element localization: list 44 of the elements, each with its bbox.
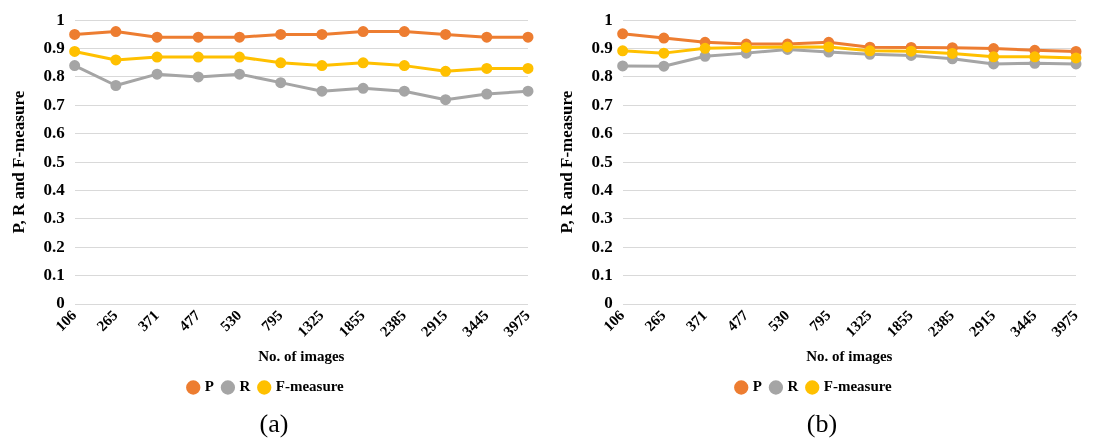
x-tick-label: 265: [93, 306, 121, 335]
legend-label: F-measure: [823, 378, 893, 395]
x-tick-label: 371: [682, 306, 710, 335]
legend-label: P: [752, 378, 762, 395]
y-axis-title: P, R and F-measure: [556, 90, 576, 234]
legend-label: P: [204, 378, 214, 395]
legend-label: R: [239, 378, 251, 395]
x-tick-label: 371: [134, 306, 162, 335]
y-tick-label: 0.3: [43, 208, 65, 228]
y-tick-label: 0.7: [43, 94, 66, 114]
y-tick-label: 0.5: [591, 151, 613, 171]
y-tick-label: 0.8: [591, 66, 613, 86]
text: (a): [258, 408, 290, 440]
y-axis-title: P, R and F-measure: [8, 90, 28, 234]
legend-label: R: [787, 378, 799, 395]
y-tick-label: 0.7: [591, 94, 614, 114]
y-tick-label: 0.6: [591, 123, 613, 143]
x-axis-title: No. of images: [258, 347, 345, 364]
x-tick-label: 477: [175, 306, 204, 335]
y-tick-label: 0.9: [43, 37, 65, 57]
y-tick-label: 0.9: [591, 37, 613, 57]
y-tick-label: 0.2: [591, 236, 613, 256]
x-axis-title: No. of images: [806, 347, 893, 364]
y-tick-label: 1: [604, 9, 613, 29]
x-tick-label: 530: [217, 306, 245, 335]
text: (b): [805, 408, 839, 440]
y-tick-label: 0: [56, 293, 65, 313]
x-tick-label: 530: [765, 306, 793, 335]
y-tick-label: 0.5: [43, 151, 65, 171]
x-tick-label: 795: [258, 306, 286, 335]
y-tick-label: 0.2: [43, 236, 65, 256]
y-tick-label: 0.6: [43, 123, 65, 143]
y-tick-label: 0.3: [591, 208, 613, 228]
y-tick-label: 0.1: [43, 265, 65, 285]
y-tick-label: 0: [604, 293, 613, 313]
x-tick-label: 265: [641, 306, 669, 335]
x-tick-label: 795: [806, 306, 834, 335]
y-tick-label: 0.8: [43, 66, 65, 86]
legend-label: F-measure: [275, 378, 345, 395]
y-tick-label: 0.4: [591, 179, 614, 199]
y-tick-label: 0.4: [43, 179, 66, 199]
y-tick-label: 0.1: [591, 265, 613, 285]
y-tick-label: 1: [56, 9, 65, 29]
x-tick-label: 477: [723, 306, 752, 335]
